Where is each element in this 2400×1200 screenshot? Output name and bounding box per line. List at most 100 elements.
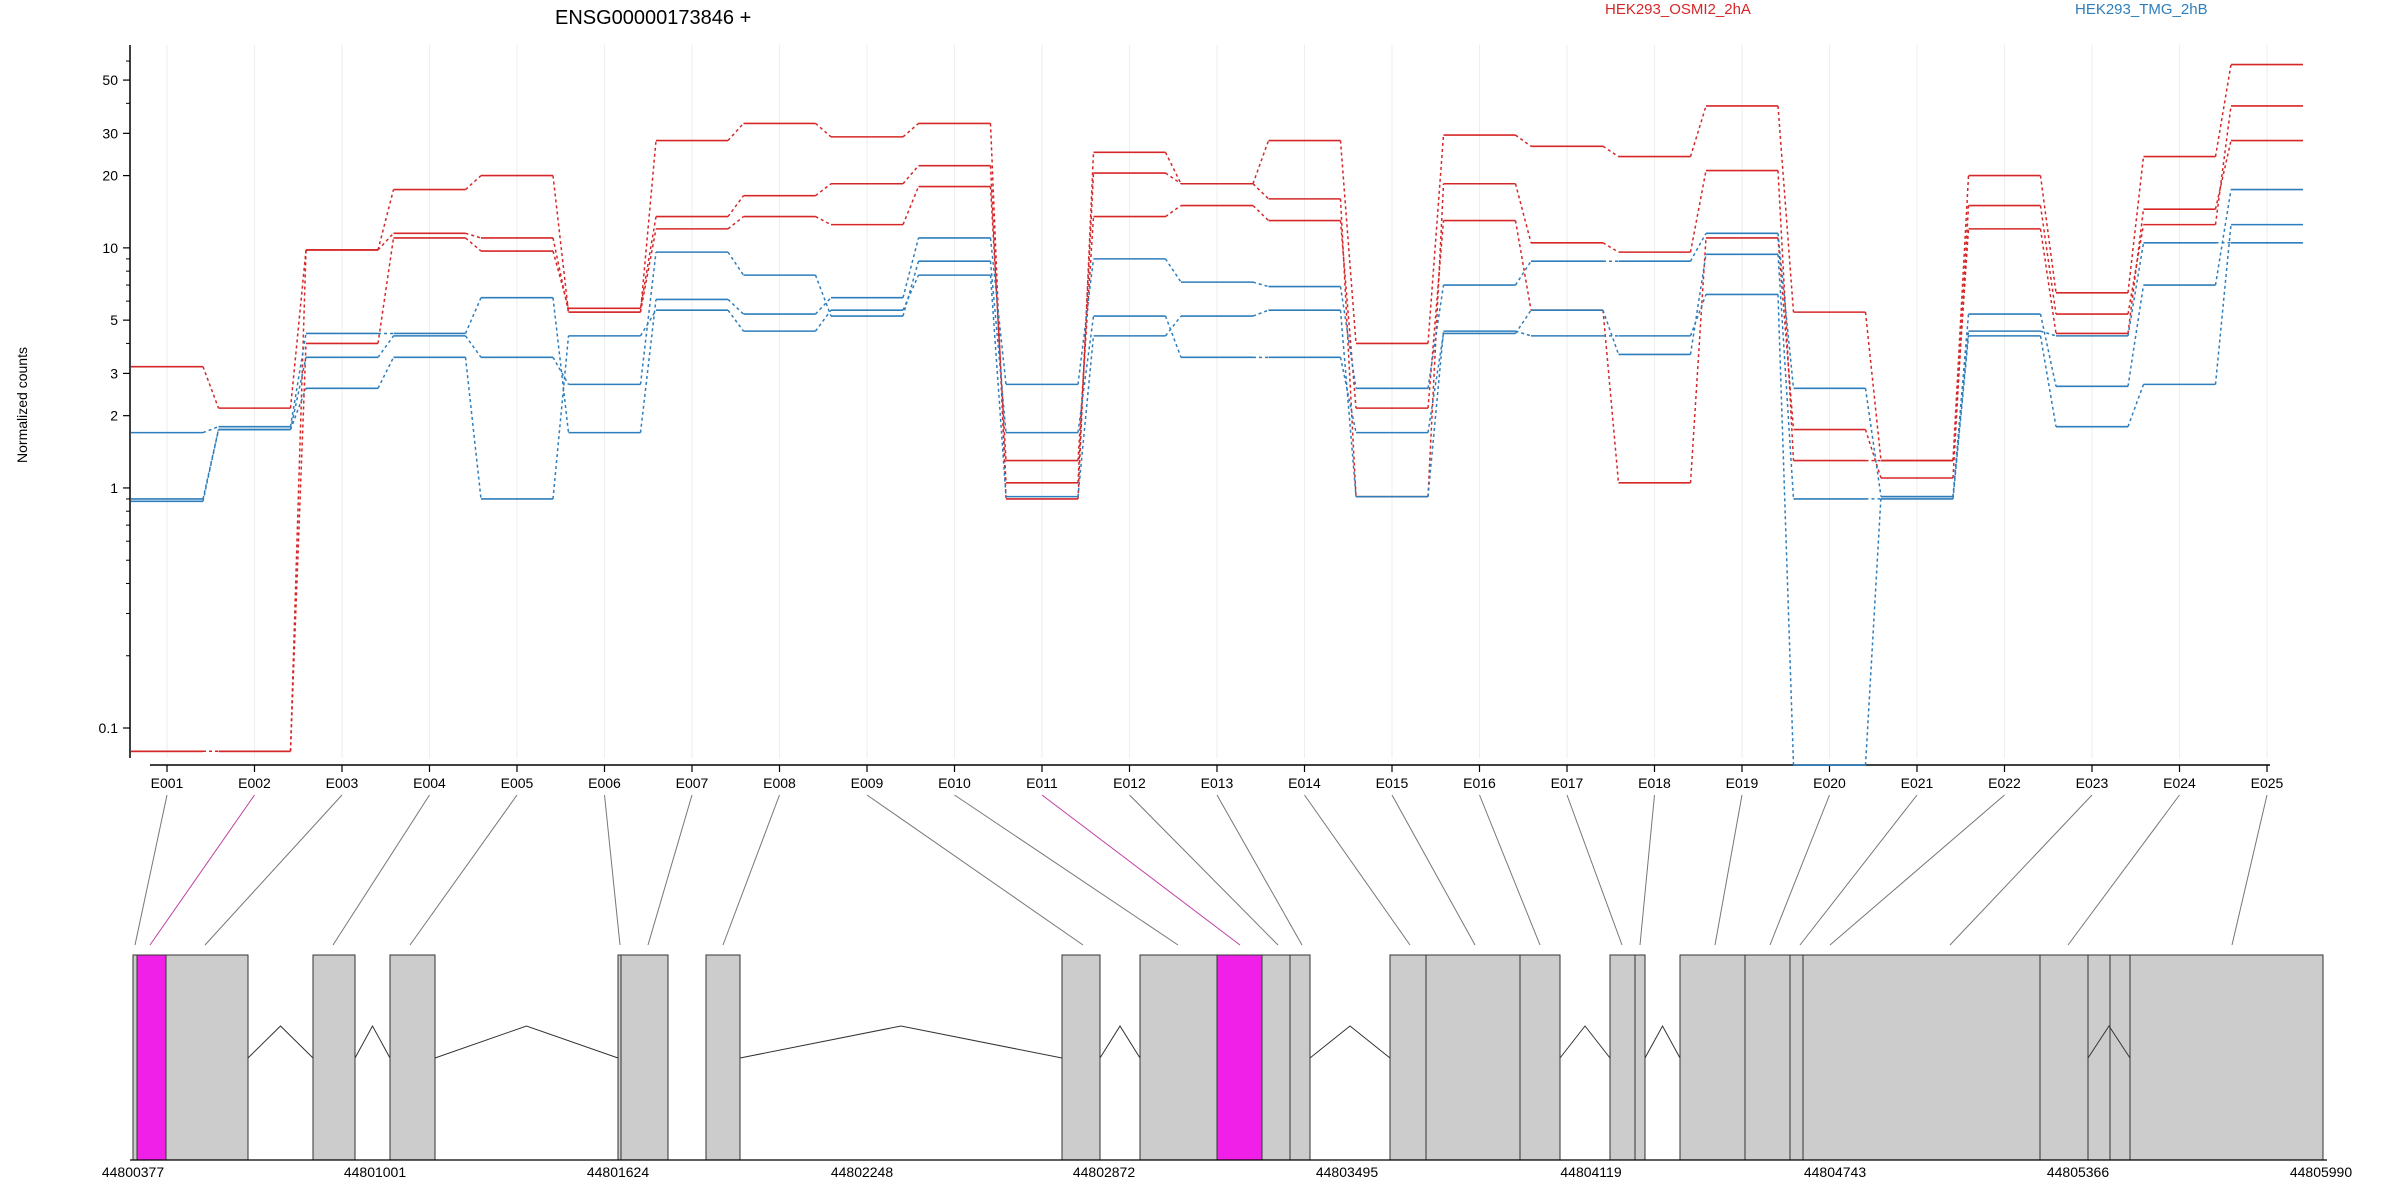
x-tick-label: E014 [1288, 775, 1321, 791]
exon-connector [1041, 794, 1241, 946]
y-tick-label: 3 [110, 365, 118, 381]
series-transition [902, 261, 920, 317]
y-tick-label: 1 [110, 480, 118, 496]
x-tick-label: E002 [238, 775, 271, 791]
series-transition [1077, 315, 1095, 433]
y-tick-label: 2 [110, 408, 118, 424]
x-tick-label: E006 [588, 775, 621, 791]
x-tick-label: E015 [1376, 775, 1409, 791]
series-transition [465, 232, 482, 239]
series-transition [1165, 172, 1182, 185]
exon-block [1789, 954, 1804, 1161]
x-tick-label: E018 [1638, 775, 1671, 791]
x-tick-label: E009 [851, 775, 884, 791]
exon-connector [866, 794, 1084, 946]
series-transition [377, 232, 395, 251]
exon-connector [1566, 794, 1623, 946]
x-tick-label: E008 [763, 775, 796, 791]
series-transition [989, 165, 1007, 483]
x-tick-label: E013 [1201, 775, 1234, 791]
series-transition [727, 122, 745, 142]
exon-connector [2067, 794, 2180, 946]
series-transition [1689, 294, 1707, 337]
y-tick-label: 0.1 [99, 720, 119, 736]
series-transition [1427, 284, 1445, 389]
series-transition [1777, 254, 1795, 499]
exon-connector [954, 794, 1179, 946]
intron-line [354, 1024, 391, 1059]
intron-line [739, 1025, 1063, 1059]
coordinate-label: 44801001 [344, 1164, 407, 1180]
exon-block [1519, 954, 1561, 1161]
series-transition [1427, 220, 1445, 409]
series-transition [1077, 152, 1095, 499]
series-transition [1339, 140, 1357, 344]
x-tick-label: E021 [1901, 775, 1934, 791]
series-transition [989, 237, 1007, 385]
series-transition [1165, 204, 1182, 218]
series-transition [1252, 309, 1269, 317]
legend-osmi2-label: HEK293_OSMI2_2hA [1605, 1, 1751, 18]
exon-connector [1769, 794, 1830, 946]
x-tick-label: E016 [1463, 775, 1496, 791]
exon-block [1634, 954, 1646, 1161]
series-transition [1427, 331, 1445, 497]
intron-line [1309, 1025, 1391, 1059]
series-transition [202, 429, 220, 502]
gene-title: ENSG00000173846 + [555, 7, 751, 29]
exon-block [1679, 954, 1746, 1161]
series-transition [1164, 315, 1182, 337]
series-transition [1602, 242, 1619, 253]
exon-connector [1714, 794, 1743, 946]
series-transition [1864, 496, 1882, 766]
series-transition [1777, 105, 1795, 313]
series-transition [2039, 175, 2057, 293]
x-tick-label: E019 [1726, 775, 1759, 791]
series-transition [552, 250, 570, 309]
series-transition [1864, 429, 1882, 479]
exon-connector [332, 794, 430, 946]
x-tick-label: E025 [2251, 775, 2284, 791]
series-transition [989, 186, 1007, 461]
series-transition [464, 357, 482, 500]
series-transition [1427, 135, 1445, 344]
series-transition [289, 333, 307, 427]
series-transition [1252, 183, 1270, 200]
exon-connector [204, 794, 343, 946]
series-transition [202, 366, 220, 409]
series-transition [552, 175, 570, 313]
exon-connector [149, 794, 255, 946]
series-transition [1077, 335, 1095, 497]
legend-tmg-label: HEK293_TMG_2hB [2075, 1, 2208, 18]
y-tick-label: 10 [102, 240, 118, 256]
exon-block [1425, 954, 1521, 1161]
series-transition [639, 216, 657, 309]
series-transition [1515, 330, 1532, 337]
series-transition [377, 335, 395, 358]
series-transition [2214, 140, 2232, 210]
series-transition [289, 388, 307, 430]
series-transition [1164, 315, 1182, 358]
series-transition [727, 298, 745, 315]
exon-block [617, 954, 669, 1161]
x-tick-label: E004 [413, 775, 446, 791]
series-transition [464, 335, 482, 358]
series-transition [1514, 183, 1532, 243]
exon-connector [1129, 794, 1279, 946]
exon-connector [134, 794, 168, 946]
series-transition [1689, 105, 1707, 157]
y-axis-label: Normalized counts [14, 347, 30, 463]
x-tick-label: E011 [1026, 775, 1058, 791]
series-transition [1777, 294, 1795, 766]
series-transition [377, 189, 395, 251]
series-transition [1689, 170, 1707, 253]
series-transition [1252, 281, 1269, 288]
series-transition [2127, 209, 2145, 334]
series-transition [1164, 152, 1182, 185]
series-transition [1339, 198, 1357, 497]
series-transition [815, 183, 832, 197]
series-transition [639, 228, 657, 313]
x-tick-label: E020 [1813, 775, 1846, 791]
highlighted-exon [1216, 954, 1263, 1161]
